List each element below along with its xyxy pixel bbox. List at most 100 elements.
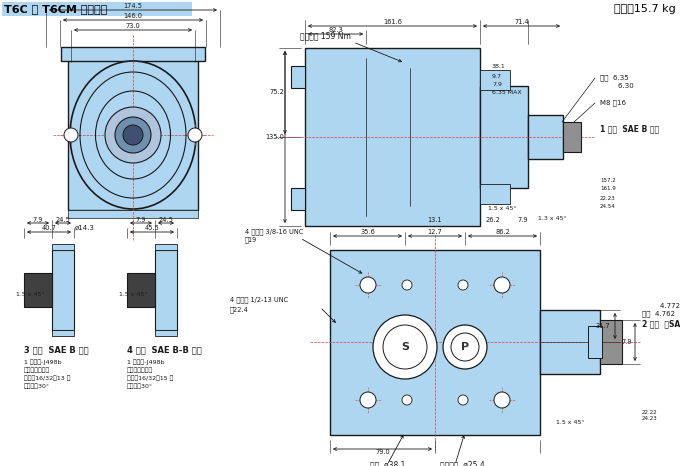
Circle shape xyxy=(115,117,151,153)
Text: 1 级精度-J498b: 1 级精度-J498b xyxy=(127,359,165,365)
Text: 1.5 x 45°: 1.5 x 45° xyxy=(556,420,584,425)
Text: 13.1: 13.1 xyxy=(428,217,442,223)
Circle shape xyxy=(105,107,161,163)
Text: P: P xyxy=(461,342,469,352)
Bar xyxy=(305,48,480,226)
Text: 86.2: 86.2 xyxy=(495,229,510,235)
Text: 73.0: 73.0 xyxy=(126,23,140,29)
Text: 38.1: 38.1 xyxy=(492,63,506,69)
Circle shape xyxy=(458,280,468,290)
Text: 6.35 MAX: 6.35 MAX xyxy=(492,89,522,95)
Text: ø14.3: ø14.3 xyxy=(75,225,95,231)
Text: 79.0: 79.0 xyxy=(375,450,390,455)
Circle shape xyxy=(188,128,202,142)
Text: 174.5: 174.5 xyxy=(124,3,143,9)
Text: 161.6: 161.6 xyxy=(383,20,402,26)
Bar xyxy=(52,330,74,336)
Circle shape xyxy=(443,325,487,369)
Bar xyxy=(480,184,510,204)
Text: 22.22: 22.22 xyxy=(642,411,658,416)
Text: 4 螺纹孔 3/8-16 UNC: 4 螺纹孔 3/8-16 UNC xyxy=(245,229,303,235)
Text: 吸口  ø38.1: 吸口 ø38.1 xyxy=(370,460,405,466)
Text: 157.2: 157.2 xyxy=(600,178,616,184)
Text: 7.9: 7.9 xyxy=(622,339,632,345)
Bar xyxy=(155,250,177,330)
Bar xyxy=(127,273,155,307)
Text: 26.2: 26.2 xyxy=(486,217,500,223)
Text: 深19: 深19 xyxy=(245,237,257,243)
Text: 71.4: 71.4 xyxy=(514,20,529,26)
Text: 24.5: 24.5 xyxy=(56,217,71,222)
Text: 1 号轴  SAE B 平键: 1 号轴 SAE B 平键 xyxy=(600,124,659,133)
Circle shape xyxy=(373,315,437,379)
FancyBboxPatch shape xyxy=(2,2,192,16)
Text: T6C 及 T6CM 安装尺寸: T6C 及 T6CM 安装尺寸 xyxy=(4,4,107,14)
Text: 22.23: 22.23 xyxy=(600,196,616,200)
Text: 平和：齿侧配合: 平和：齿侧配合 xyxy=(24,367,50,373)
Text: 161.9: 161.9 xyxy=(600,185,616,191)
Bar xyxy=(330,250,540,435)
Text: 深22.4: 深22.4 xyxy=(230,307,249,313)
Bar xyxy=(528,115,563,159)
Text: 7.9: 7.9 xyxy=(33,217,44,222)
Circle shape xyxy=(123,125,143,145)
Text: 3 号轴  SAE B 花键: 3 号轴 SAE B 花键 xyxy=(24,345,88,355)
Text: 压力油口  ø25.4: 压力油口 ø25.4 xyxy=(440,460,485,466)
Text: 1.5 x 45°: 1.5 x 45° xyxy=(488,206,516,211)
Text: 4 号轴  SAE B-B 花键: 4 号轴 SAE B-B 花键 xyxy=(127,345,202,355)
Text: 12.7: 12.7 xyxy=(428,229,443,235)
Text: 7.9: 7.9 xyxy=(136,217,146,222)
Text: 压力角：30°: 压力角：30° xyxy=(24,383,50,389)
Text: M8 深16: M8 深16 xyxy=(600,100,626,106)
Bar xyxy=(24,273,52,307)
Text: S: S xyxy=(401,342,409,352)
Text: 35.6: 35.6 xyxy=(360,229,375,235)
Bar xyxy=(540,310,600,374)
Text: 1.5 x 45°: 1.5 x 45° xyxy=(119,293,148,297)
Text: 2 号轴  非SAE 平键: 2 号轴 非SAE 平键 xyxy=(642,320,680,329)
Text: 4.772: 4.772 xyxy=(642,303,680,309)
Text: 31.7: 31.7 xyxy=(596,323,611,329)
Bar xyxy=(52,250,74,330)
Text: 平键  4.762: 平键 4.762 xyxy=(642,311,675,317)
Text: 平和：齿侧配合: 平和：齿侧配合 xyxy=(127,367,153,373)
Text: 压力角：30°: 压力角：30° xyxy=(127,383,153,389)
Circle shape xyxy=(360,277,376,293)
Text: 重量：15.7 kg: 重量：15.7 kg xyxy=(614,4,676,14)
Circle shape xyxy=(402,280,412,290)
Text: 82.3: 82.3 xyxy=(328,27,343,34)
Text: 4 螺纹孔 1/2-13 UNC: 4 螺纹孔 1/2-13 UNC xyxy=(230,297,288,303)
Text: 7.9: 7.9 xyxy=(517,217,528,223)
Bar xyxy=(61,47,205,61)
Text: 径节：16/32，15 齿: 径节：16/32，15 齿 xyxy=(127,375,173,381)
Text: 平键  6.35: 平键 6.35 xyxy=(600,75,628,81)
Text: 45.5: 45.5 xyxy=(145,226,159,232)
Text: 24.23: 24.23 xyxy=(642,417,658,422)
Bar xyxy=(563,122,581,152)
Circle shape xyxy=(494,392,510,408)
Circle shape xyxy=(360,392,376,408)
Text: 1 级精度-J498b: 1 级精度-J498b xyxy=(24,359,61,365)
Text: 柠紧力矩 159 Nm: 柠紧力矩 159 Nm xyxy=(300,31,351,40)
Bar xyxy=(291,188,305,210)
Circle shape xyxy=(494,277,510,293)
Bar xyxy=(155,330,177,336)
Text: 24.54: 24.54 xyxy=(600,204,616,208)
Bar xyxy=(291,66,305,88)
Text: 7.9: 7.9 xyxy=(492,82,502,87)
Text: 1.5 x 45°: 1.5 x 45° xyxy=(16,293,44,297)
Ellipse shape xyxy=(70,61,196,209)
Text: 24.5: 24.5 xyxy=(158,217,173,222)
Circle shape xyxy=(64,128,78,142)
Text: 40.7: 40.7 xyxy=(41,226,56,232)
Bar xyxy=(480,70,510,90)
Circle shape xyxy=(402,395,412,405)
Text: 6.30: 6.30 xyxy=(600,83,634,89)
Bar xyxy=(155,244,177,250)
Bar xyxy=(480,86,528,188)
Text: 9.7: 9.7 xyxy=(492,74,502,78)
Bar xyxy=(68,210,198,218)
Bar xyxy=(68,55,198,210)
Text: 146.0: 146.0 xyxy=(124,13,143,19)
Text: 径节：16/32，13 齿: 径节：16/32，13 齿 xyxy=(24,375,71,381)
